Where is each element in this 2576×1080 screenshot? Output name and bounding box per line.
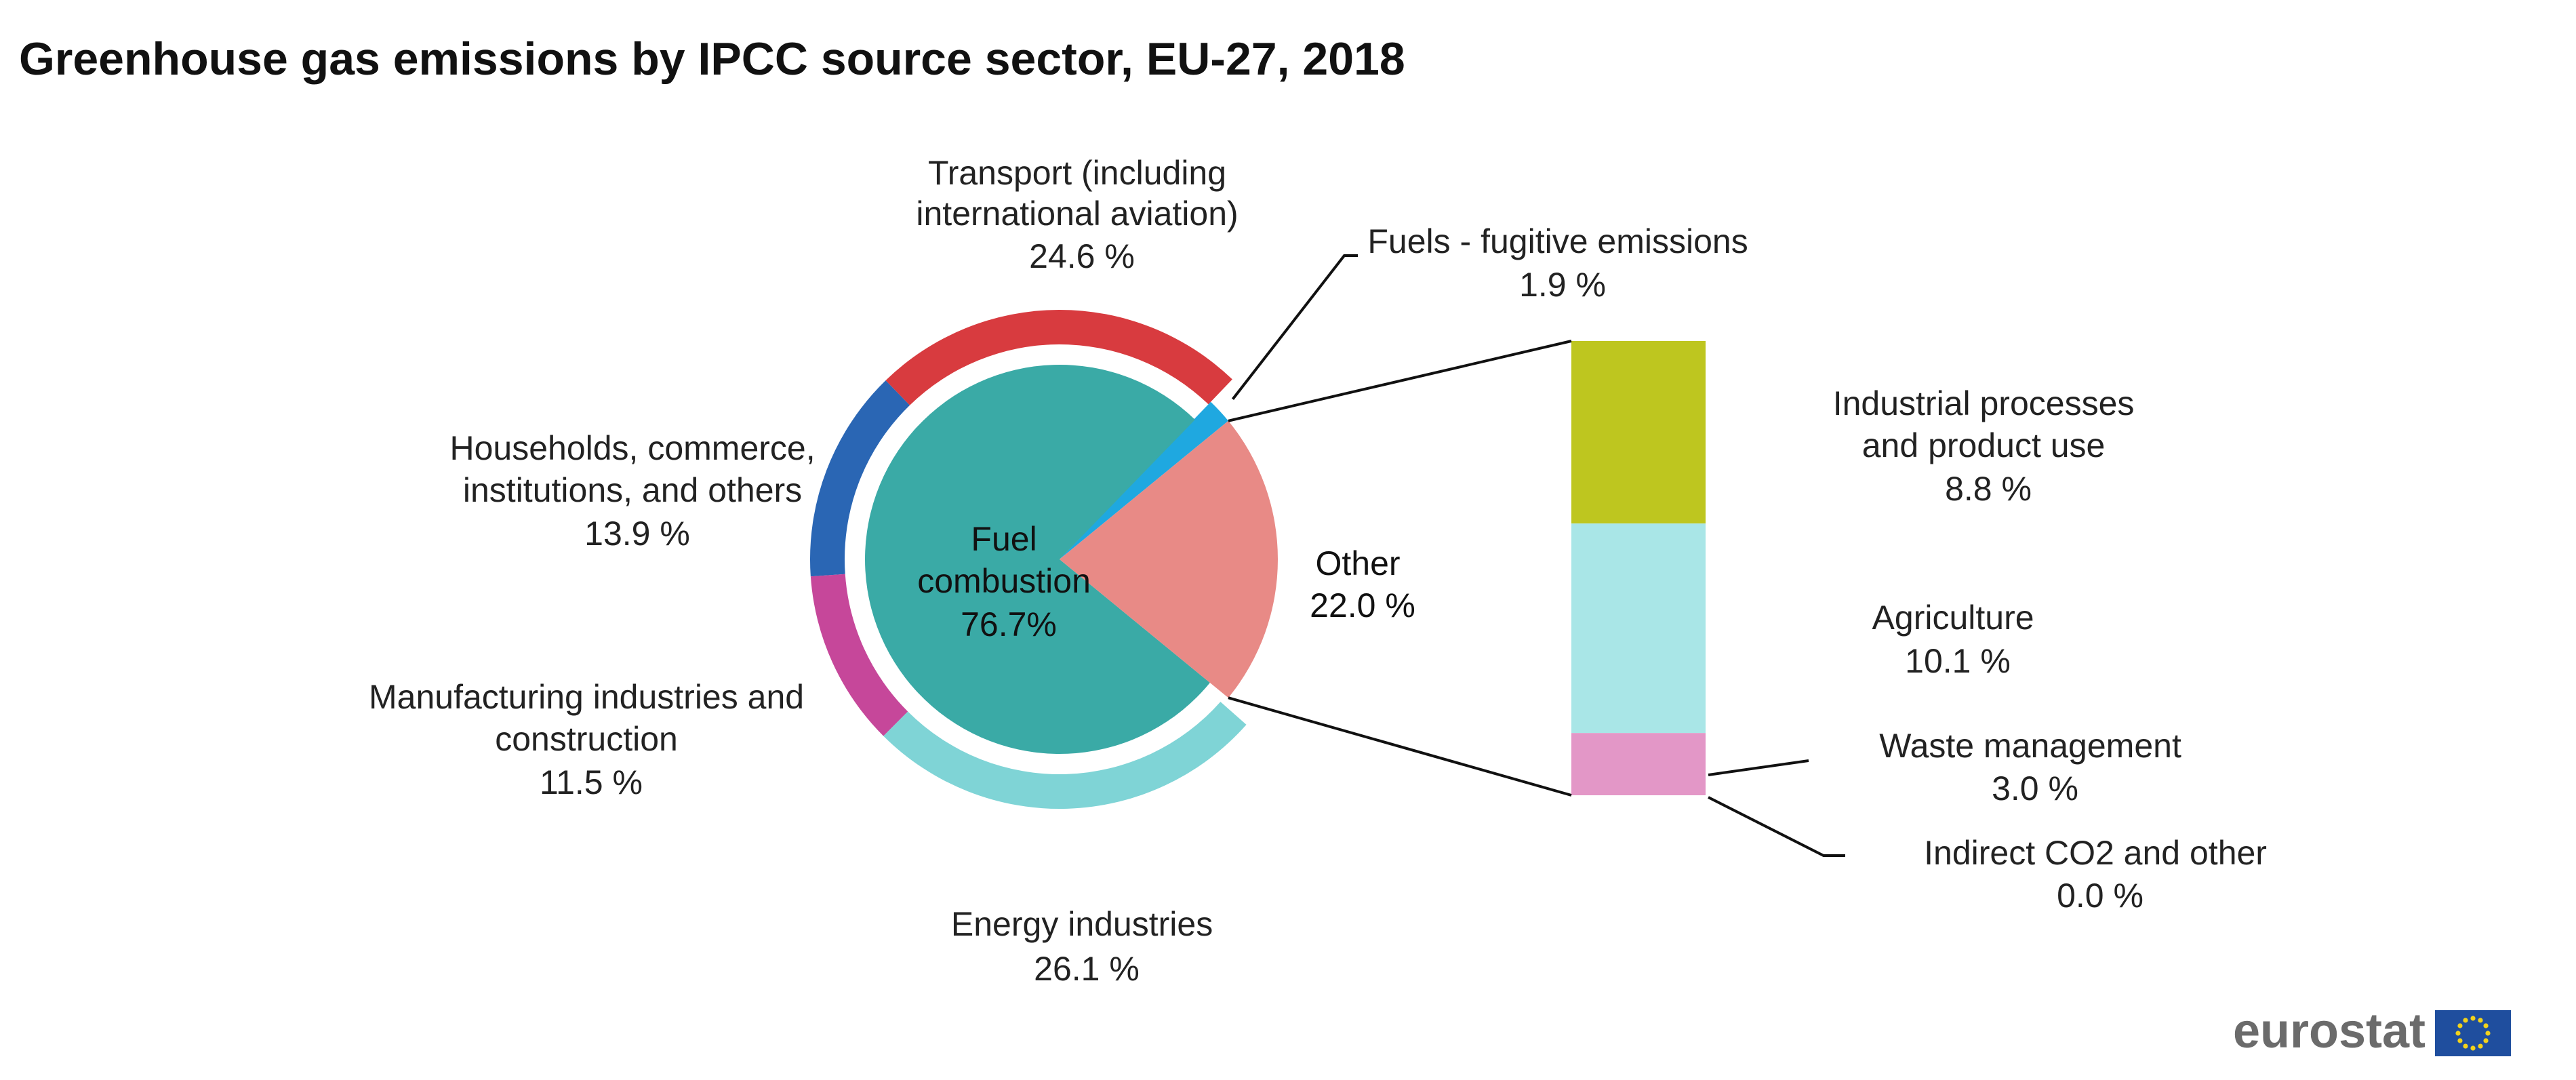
bar-segment-industrial-processes [1571, 341, 1706, 524]
eu-star-icon [2457, 1038, 2463, 1043]
connector-top [1228, 340, 1572, 422]
label-households: Households, commerce, institutions, and … [449, 429, 824, 553]
eurostat-wordmark: eurostat [2233, 1004, 2426, 1058]
leader-fugitive [1231, 254, 1358, 400]
label-waste-management: Waste management 3.0 % [1879, 727, 2191, 807]
label-transport: Transport (including international aviat… [916, 154, 1247, 275]
ring-slice-energy-industries [883, 702, 1247, 809]
ring-slice-households-commerce [810, 380, 910, 577]
leader-waste [1708, 759, 1809, 776]
eu-star-icon [2463, 1043, 2468, 1049]
bar-segment-waste-management [1571, 733, 1706, 795]
label-indirect-co2: Indirect CO2 and other 0.0 % [1924, 834, 2276, 915]
eu-star-icon [2457, 1023, 2463, 1028]
label-energy-industries: Energy industries 26.1 % [951, 905, 1222, 988]
bar-segment-agriculture [1571, 523, 1706, 734]
label-agriculture: Agriculture 10.1 % [1872, 599, 2044, 680]
eu-stars-icon [2455, 1016, 2491, 1051]
eu-star-icon [2470, 1045, 2476, 1051]
connector-bottom [1228, 696, 1572, 797]
eu-star-icon [2478, 1018, 2483, 1023]
label-manufacturing: Manufacturing industries and constructio… [369, 678, 813, 801]
label-industrial-processes: Industrial processes and product use 8.8… [1833, 384, 2144, 508]
leader-indirect [1708, 796, 1845, 857]
eurostat-logo: eurostat [2233, 1004, 2511, 1058]
eu-star-icon [2483, 1023, 2489, 1028]
ring-slice-transport-including [885, 310, 1232, 405]
label-fuel-combustion: Fuel combustion 76.7% [917, 520, 1100, 643]
slice-fugitive-emissions [1060, 401, 1228, 559]
eu-star-icon [2455, 1031, 2461, 1036]
eu-star-icon [2463, 1018, 2468, 1023]
eu-star-icon [2485, 1031, 2491, 1036]
ring-slice-manufacturing-industries [810, 574, 908, 736]
chart-title: Greenhouse gas emissions by IPCC source … [19, 33, 1405, 85]
eu-star-icon [2483, 1038, 2489, 1043]
eu-star-icon [2478, 1043, 2483, 1049]
eu-star-icon [2470, 1016, 2476, 1021]
slice-other [1060, 420, 1278, 698]
slice-fuel-combustion [864, 364, 1210, 754]
label-fugitive-emissions: Fuels - fugitive emissions 1.9 % [1367, 222, 1757, 304]
label-other: Other 22.0 % [1310, 544, 1415, 624]
